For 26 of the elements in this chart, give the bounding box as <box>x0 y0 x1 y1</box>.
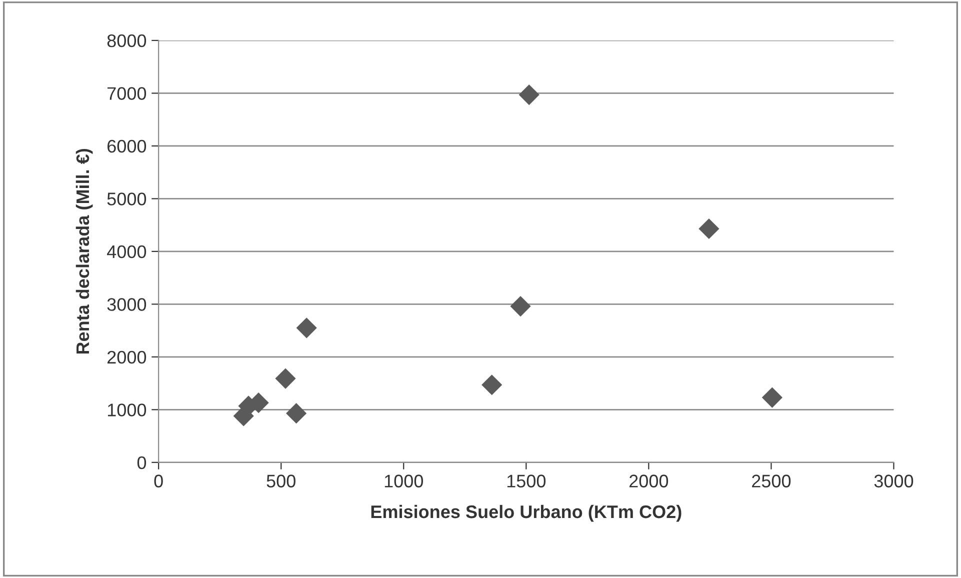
y-tick-label: 3000 <box>107 298 146 311</box>
x-axis-title: Emisiones Suelo Urbano (KTm CO2) <box>371 504 682 522</box>
point <box>698 218 720 240</box>
y-tick-label: 8000 <box>107 34 146 48</box>
point <box>296 318 317 338</box>
x-tick-label: 3000 <box>874 474 914 488</box>
y-tick-label: 0 <box>137 456 146 470</box>
x-tick-label: 500 <box>266 474 296 488</box>
point <box>286 403 307 424</box>
x-tick-label: 0 <box>154 474 163 488</box>
point <box>762 387 782 408</box>
y-tick-label: 2000 <box>108 350 146 364</box>
y-tick-label: 4000 <box>107 245 146 258</box>
y-tick-label: 6000 <box>108 140 146 153</box>
x-tick-label: 2000 <box>630 474 668 488</box>
y-tick-label: 1000 <box>108 404 146 416</box>
x-tick-label: 1000 <box>384 474 423 488</box>
point <box>518 84 540 106</box>
x-tick-label: 1500 <box>507 474 546 488</box>
y-tick-label: 5000 <box>107 192 146 206</box>
point <box>482 374 502 396</box>
point <box>510 296 531 317</box>
point <box>275 368 296 389</box>
x-tick-label: 2500 <box>752 474 791 488</box>
y-tick-label: 7000 <box>108 87 146 100</box>
y-axis-title: Renta declarada (Mill. €) <box>76 148 93 354</box>
